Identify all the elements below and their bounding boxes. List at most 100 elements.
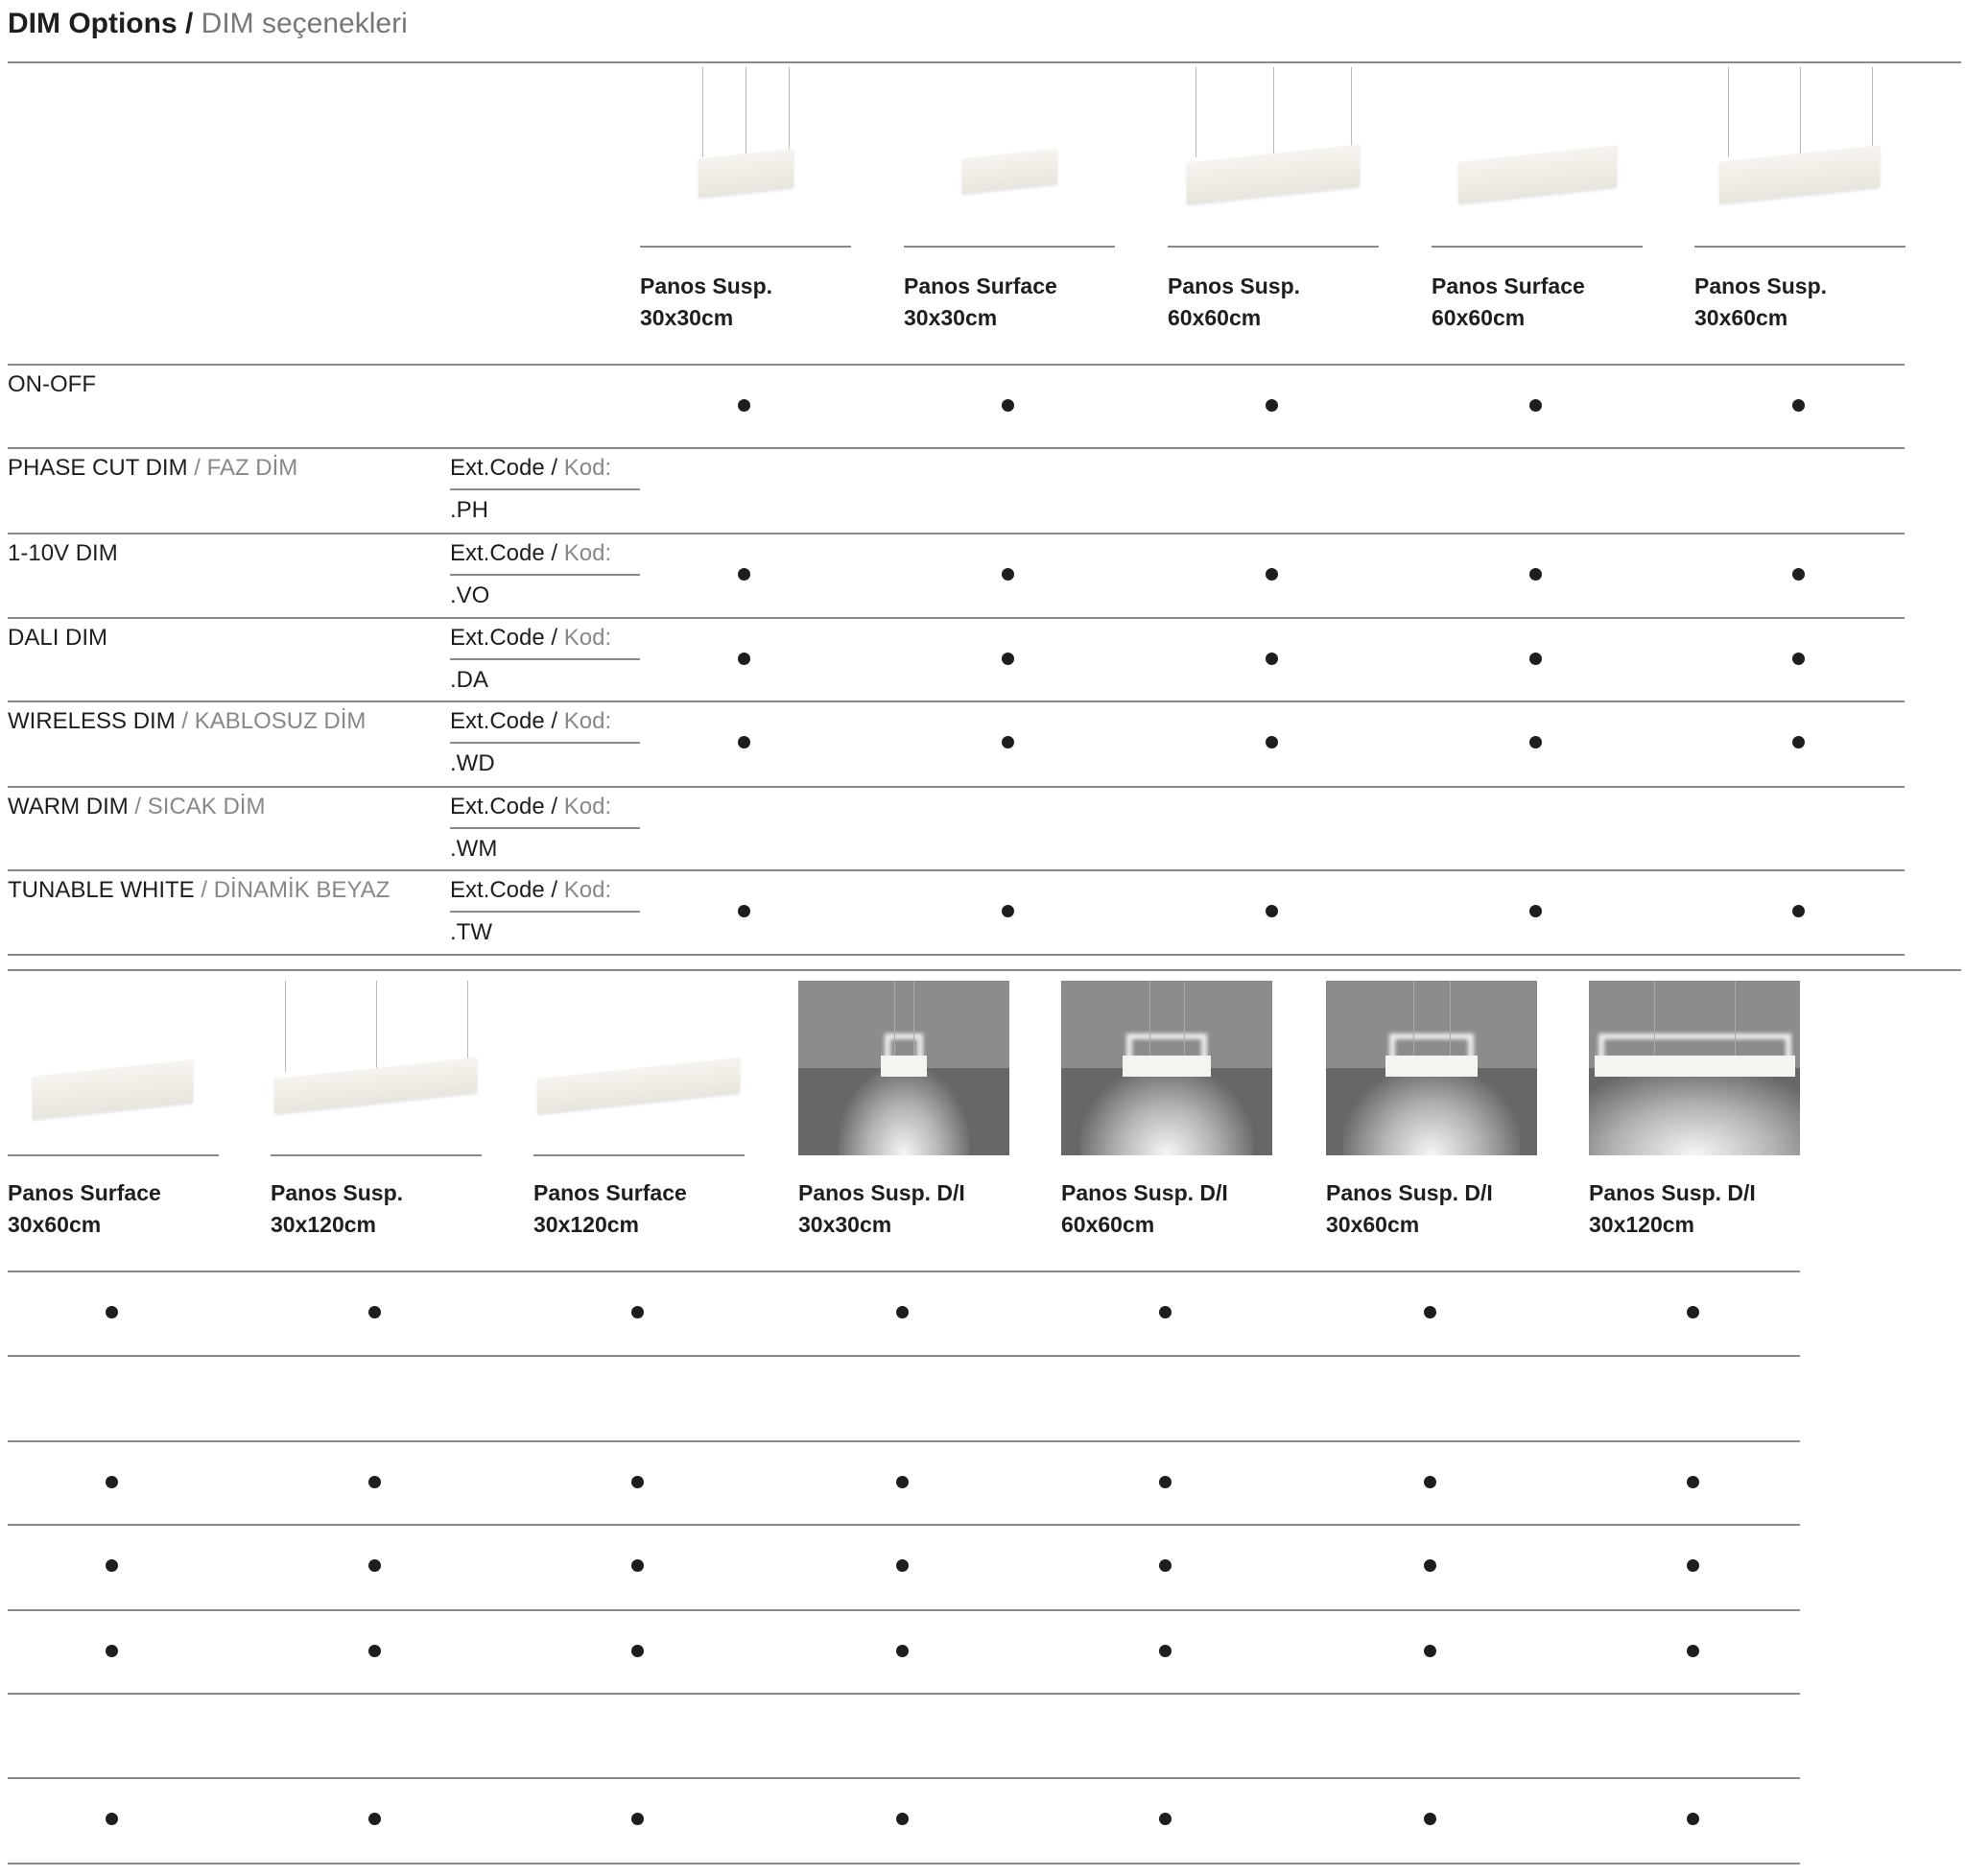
availability-dot bbox=[1792, 399, 1805, 412]
ext-code-sep: / bbox=[544, 625, 564, 651]
row-divider bbox=[8, 786, 1905, 788]
product-size: 60x60cm bbox=[1061, 1212, 1155, 1237]
availability-dot bbox=[1266, 905, 1278, 917]
ext-code-en: Ext.Code bbox=[450, 708, 545, 734]
product-model: Panos Susp. D/I bbox=[1326, 1180, 1493, 1205]
light-beam bbox=[1342, 1068, 1521, 1155]
availability-dot bbox=[896, 1306, 909, 1318]
availability-dot bbox=[1687, 1476, 1699, 1488]
product-name: Panos Susp. 30x120cm bbox=[271, 1177, 520, 1241]
availability-dot bbox=[1529, 653, 1542, 665]
availability-dot bbox=[1266, 736, 1278, 748]
product-model: Panos Surface bbox=[8, 1180, 161, 1205]
ext-code-en: Ext.Code bbox=[450, 877, 545, 903]
row-label: DALI DIM bbox=[8, 625, 107, 652]
product-underline bbox=[533, 1154, 745, 1156]
product-model: Panos Susp. bbox=[1694, 273, 1828, 298]
availability-dot bbox=[631, 1645, 644, 1657]
ext-code-en: Ext.Code bbox=[450, 455, 545, 481]
row-divider bbox=[8, 869, 1905, 871]
ext-code-en: Ext.Code bbox=[450, 625, 545, 651]
product-model: Panos Susp. D/I bbox=[798, 1180, 965, 1205]
product-size: 30x60cm bbox=[1694, 305, 1788, 330]
ext-code-underline bbox=[450, 574, 640, 576]
availability-dot bbox=[738, 905, 750, 917]
ext-code-value: .PH bbox=[450, 497, 489, 523]
availability-dot bbox=[368, 1813, 381, 1825]
ext-code-underline bbox=[450, 488, 640, 490]
availability-dot bbox=[631, 1476, 644, 1488]
product-model: Panos Surface bbox=[904, 273, 1057, 298]
availability-dot bbox=[1266, 653, 1278, 665]
availability-dot bbox=[1792, 905, 1805, 917]
ext-code-tr: Kod: bbox=[563, 708, 612, 734]
product-model: Panos Susp. D/I bbox=[1061, 1180, 1228, 1205]
row-divider bbox=[8, 1270, 1800, 1272]
suspension-wire bbox=[1654, 981, 1656, 1057]
product-underline bbox=[8, 1154, 219, 1156]
availability-dot bbox=[1266, 399, 1278, 412]
product-image-surface-rect bbox=[8, 981, 219, 1153]
product-name: Panos Susp. D/I 30x120cm bbox=[1589, 1177, 1838, 1241]
row-label: WARM DIM / SICAK DİM bbox=[8, 794, 265, 820]
availability-dot bbox=[1002, 905, 1014, 917]
luminaire bbox=[33, 1059, 194, 1119]
product-size: 30x60cm bbox=[1326, 1212, 1420, 1237]
product-size: 30x30cm bbox=[798, 1212, 892, 1237]
suspension-wire bbox=[376, 981, 377, 1072]
product-image-di-30x30 bbox=[798, 981, 1009, 1155]
product-underline bbox=[1432, 246, 1643, 248]
ext-code-sep: / bbox=[544, 877, 564, 903]
product-name: Panos Susp. D/I 60x60cm bbox=[1061, 1177, 1311, 1241]
row-label-tr: FAZ DİM bbox=[206, 455, 298, 481]
ext-code-underline bbox=[450, 827, 640, 829]
ext-code-label: Ext.Code / Kod: bbox=[450, 540, 611, 567]
availability-dot bbox=[1159, 1645, 1172, 1657]
uplight-glow bbox=[1388, 1033, 1475, 1067]
product-underline bbox=[1168, 246, 1379, 248]
row-label-tr: KABLOSUZ DİM bbox=[194, 708, 367, 734]
product-model: Panos Susp. bbox=[1168, 273, 1301, 298]
ext-code-value: .TW bbox=[450, 919, 492, 945]
light-beam bbox=[1589, 1068, 1800, 1155]
product-image-surface-square-large bbox=[1432, 67, 1643, 238]
row-label-tr: SICAK DİM bbox=[147, 794, 266, 819]
uplight-glow bbox=[1598, 1033, 1791, 1067]
suspension-wire bbox=[1148, 981, 1150, 1057]
ext-code-tr: Kod: bbox=[563, 877, 612, 903]
ext-code-value: .DA bbox=[450, 667, 489, 693]
suspension-wire bbox=[1184, 981, 1186, 1057]
availability-dot bbox=[368, 1476, 381, 1488]
product-image-surface-long bbox=[533, 981, 745, 1153]
availability-dot bbox=[738, 653, 750, 665]
row-label-en: ON-OFF bbox=[8, 371, 96, 397]
row-label-sep: / bbox=[194, 877, 214, 903]
row-label-en: WIRELESS DIM bbox=[8, 708, 176, 734]
luminaire bbox=[1594, 1056, 1795, 1078]
product-underline bbox=[271, 1154, 482, 1156]
availability-dot bbox=[1529, 905, 1542, 917]
availability-dot bbox=[1687, 1645, 1699, 1657]
availability-dot bbox=[1266, 568, 1278, 581]
row-label-en: TUNABLE WHITE bbox=[8, 877, 195, 903]
row-divider bbox=[8, 1524, 1800, 1526]
row-divider bbox=[8, 1609, 1800, 1611]
product-size: 60x60cm bbox=[1168, 305, 1262, 330]
availability-dot bbox=[896, 1559, 909, 1572]
product-image-di-30x60 bbox=[1326, 981, 1537, 1155]
luminaire bbox=[1719, 145, 1881, 203]
title-divider bbox=[8, 61, 1961, 63]
availability-dot bbox=[1792, 568, 1805, 581]
row-divider bbox=[8, 1355, 1800, 1357]
ext-code-value: .WM bbox=[450, 836, 498, 862]
ext-code-label: Ext.Code / Kod: bbox=[450, 708, 611, 735]
product-model: Panos Susp. bbox=[640, 273, 773, 298]
row-label-sep: / bbox=[175, 708, 195, 734]
availability-dot bbox=[1687, 1813, 1699, 1825]
suspension-wire bbox=[788, 67, 790, 157]
availability-dot bbox=[368, 1559, 381, 1572]
light-beam bbox=[838, 1068, 970, 1155]
row-divider bbox=[8, 447, 1905, 449]
product-name: Panos Surface 30x120cm bbox=[533, 1177, 783, 1241]
availability-dot bbox=[1424, 1645, 1436, 1657]
